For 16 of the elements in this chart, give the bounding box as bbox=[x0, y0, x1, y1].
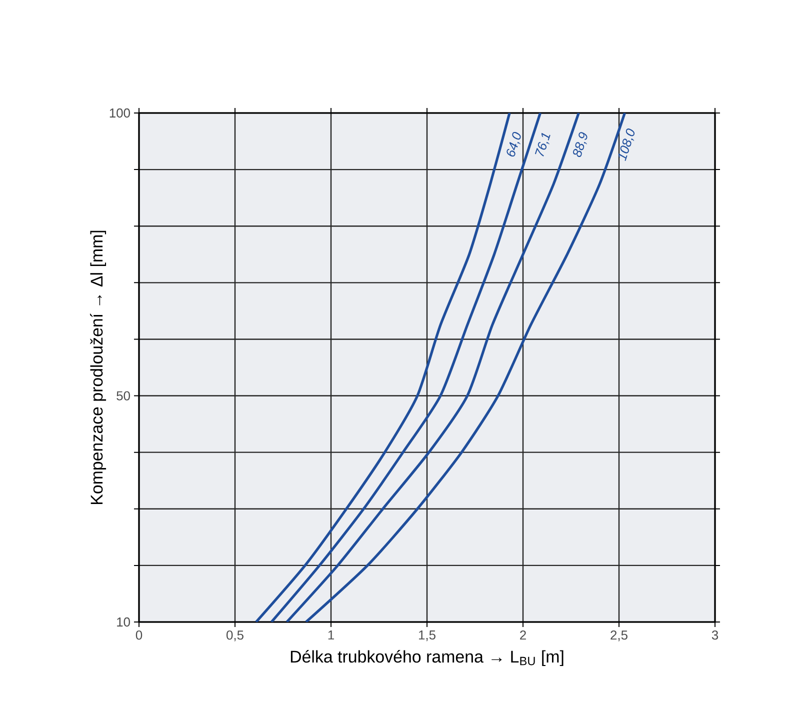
y-tick-label: 100 bbox=[110, 108, 130, 118]
x-tick-label: 3 bbox=[712, 630, 718, 640]
y-tick-label: 50 bbox=[116, 391, 130, 400]
y-axis-title: Kompenzace prodloužení → Δl [mm] bbox=[90, 230, 106, 504]
text: 108,0 bbox=[618, 128, 635, 162]
x-tick-label: 2 bbox=[520, 630, 526, 640]
x-tick-label: 1,5 bbox=[418, 630, 436, 642]
x-tick-label: 0,5 bbox=[226, 630, 244, 642]
x-axis-title: Délka trubkového ramena → L$_{BU}$ [m] bbox=[290, 650, 564, 666]
text: 76,1 bbox=[534, 132, 550, 156]
x-tick-label: 0 bbox=[136, 630, 142, 640]
x-tick-label: 2,5 bbox=[610, 630, 628, 642]
x-tick-label: 1 bbox=[328, 630, 334, 640]
text: 64,0 bbox=[506, 132, 521, 157]
y-tick-label: 10 bbox=[117, 617, 130, 627]
text: 88,9 bbox=[573, 132, 588, 158]
